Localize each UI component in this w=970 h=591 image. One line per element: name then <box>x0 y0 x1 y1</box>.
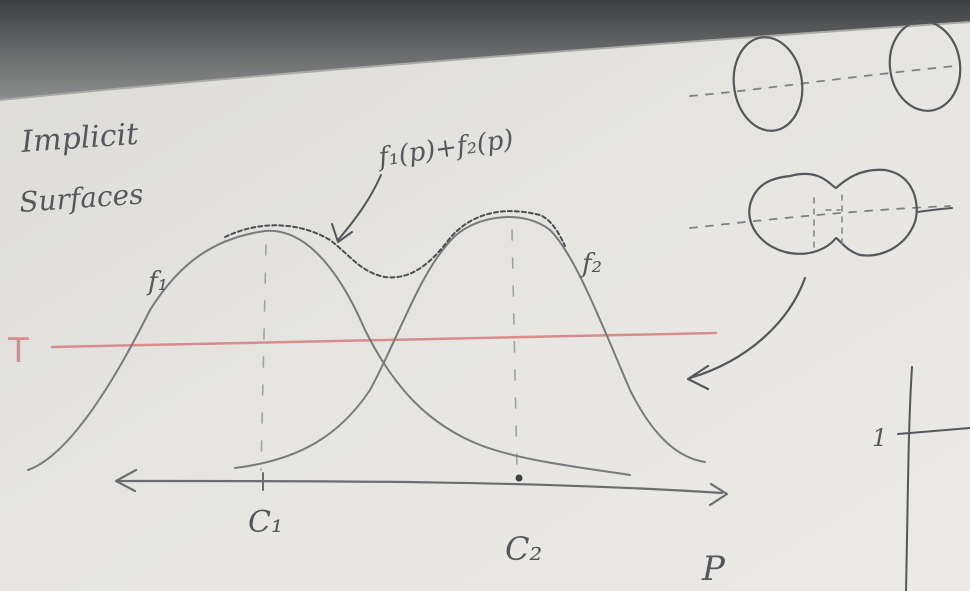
board-frame-edge <box>0 21 970 101</box>
curve-f1 <box>27 229 631 476</box>
axis-right-arrowhead <box>708 482 729 507</box>
curve-sum-dashed <box>224 210 566 279</box>
blob-left <box>732 36 804 132</box>
axis-left-arrowhead <box>114 468 138 493</box>
c1-dashed-guide <box>260 244 267 471</box>
p-axis <box>116 479 724 495</box>
merged-blob-center-marks <box>813 194 843 253</box>
c2-point <box>515 474 523 482</box>
transition-arrow <box>686 276 807 391</box>
partial-axis-label-one: 1 <box>872 424 887 452</box>
merged-blob-tail <box>917 207 953 213</box>
blob-right <box>888 20 962 112</box>
f2-label: f₂ <box>580 249 602 279</box>
title-line-1: Implicit <box>19 117 140 160</box>
c1-label: C₁ <box>248 505 283 540</box>
curve-f2 <box>234 216 706 469</box>
sum-pointer-arrow <box>331 174 382 243</box>
axis-label-p: P <box>701 549 726 589</box>
partial-axis-vertical <box>905 366 913 591</box>
c2-label: C₂ <box>505 530 542 568</box>
threshold-label: T <box>7 331 29 371</box>
merged-blob-outline <box>748 168 918 257</box>
f1-label: f₁ <box>146 267 168 297</box>
board-top-frame <box>0 0 970 100</box>
c2-dashed-guide <box>511 229 518 471</box>
partial-axis-tick <box>897 427 970 435</box>
